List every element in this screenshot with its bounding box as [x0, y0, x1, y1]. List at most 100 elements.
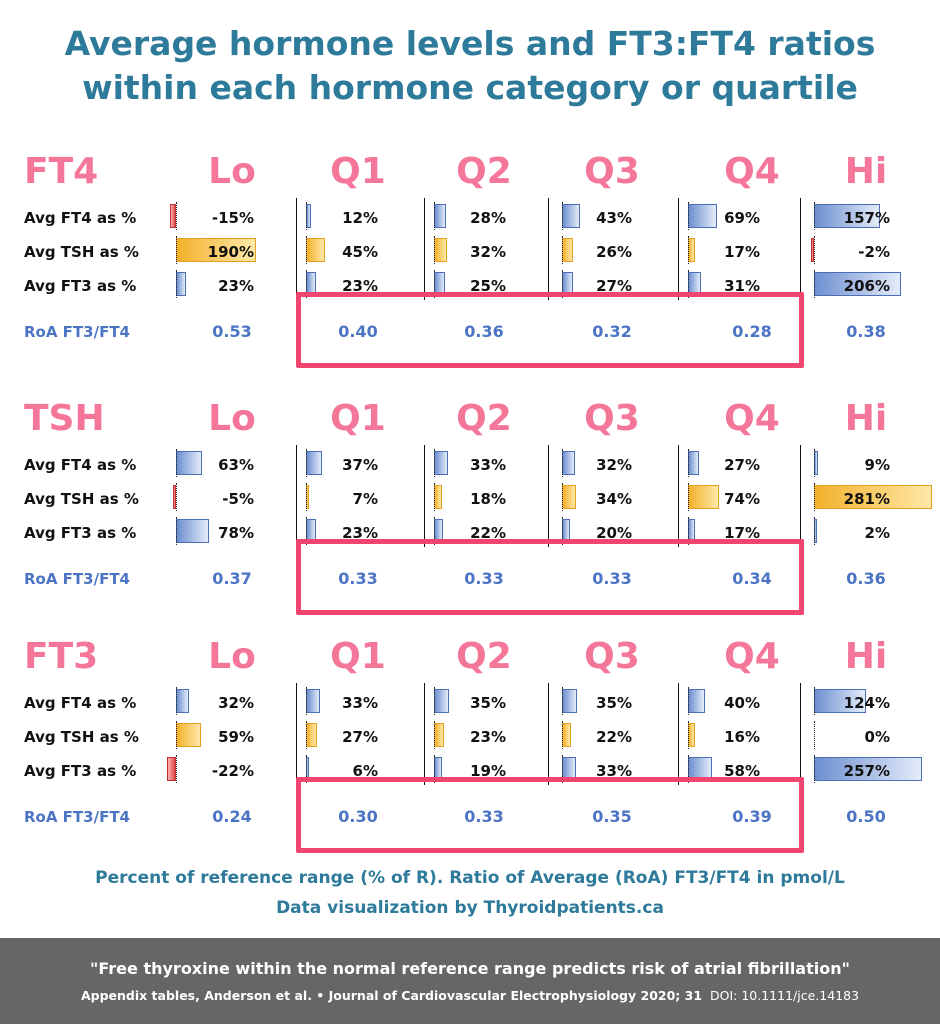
- zero-axis: [562, 755, 563, 783]
- roa-value-hi: 0.38: [846, 322, 886, 341]
- value-label-ft4-q2: 28%: [470, 209, 506, 227]
- zero-axis: [434, 270, 435, 298]
- value-label-ft3-lo: 78%: [218, 524, 254, 542]
- paper-title: "Free thyroxine within the normal refere…: [90, 959, 850, 978]
- column-separator: [548, 683, 549, 785]
- section-ft3: FT3 Lo Q1 Q2 Q3 Q4 Hi Avg FT4 as % 32% 33% 35% 35% 4…: [0, 635, 940, 855]
- zero-axis: [688, 687, 689, 715]
- value-label-ft3-q1: 6%: [352, 762, 378, 780]
- value-label-ft3-q2: 25%: [470, 277, 506, 295]
- row-label-ft3: Avg FT3 as %: [24, 277, 137, 295]
- bar-tsh-q4: [688, 238, 696, 262]
- zero-axis: [176, 483, 177, 511]
- column-separator: [296, 198, 297, 300]
- zero-axis: [688, 236, 689, 264]
- value-label-ft3-hi: 257%: [843, 762, 890, 780]
- value-label-ft3-lo: -22%: [211, 762, 254, 780]
- value-label-ft3-q1: 23%: [342, 524, 378, 542]
- value-label-tsh-q3: 34%: [596, 490, 632, 508]
- row-label-roa: RoA FT3/FT4: [24, 808, 130, 826]
- zero-axis: [814, 483, 815, 511]
- zero-axis: [688, 449, 689, 477]
- bar-ft4-lo: [176, 451, 203, 475]
- column-header-q2: Q2: [456, 636, 512, 677]
- bar-tsh-lo: [173, 485, 176, 509]
- bar-ft3-hi: [814, 272, 901, 296]
- roa-value-lo: 0.24: [212, 807, 252, 826]
- column-header-q3: Q3: [584, 636, 640, 677]
- citation-doi: DOI: 10.1111/jce.14183: [710, 988, 860, 1003]
- value-label-tsh-q2: 23%: [470, 728, 506, 746]
- value-label-ft3-hi: 206%: [843, 277, 890, 295]
- zero-axis: [434, 202, 435, 230]
- zero-axis: [306, 202, 307, 230]
- column-separator: [678, 445, 679, 547]
- zero-axis: [306, 755, 307, 783]
- bar-tsh-q2: [434, 485, 442, 509]
- row-label-roa: RoA FT3/FT4: [24, 323, 130, 341]
- bar-tsh-hi: [811, 238, 814, 262]
- value-label-tsh-q1: 27%: [342, 728, 378, 746]
- zero-axis: [176, 449, 177, 477]
- zero-axis: [814, 236, 815, 264]
- value-label-ft4-q1: 33%: [342, 694, 378, 712]
- section-tsh: TSH Lo Q1 Q2 Q3 Q4 Hi Avg FT4 as % 63% 37% 33% 32% 2…: [0, 397, 940, 617]
- column-header-q2: Q2: [456, 151, 512, 192]
- zero-axis: [688, 721, 689, 749]
- value-label-tsh-lo: -5%: [222, 490, 254, 508]
- zero-axis: [562, 270, 563, 298]
- value-label-tsh-q4: 17%: [724, 243, 760, 261]
- bar-tsh-q3: [562, 723, 572, 747]
- category-title: TSH: [24, 398, 105, 439]
- zero-axis: [176, 236, 177, 264]
- value-label-ft3-q4: 31%: [724, 277, 760, 295]
- value-label-ft4-q1: 37%: [342, 456, 378, 474]
- zero-axis: [434, 236, 435, 264]
- roa-value-q3: 0.35: [592, 807, 632, 826]
- bar-tsh-q2: [434, 723, 444, 747]
- value-label-tsh-q4: 16%: [724, 728, 760, 746]
- value-label-tsh-hi: -2%: [858, 243, 890, 261]
- roa-value-q2: 0.33: [464, 569, 504, 588]
- zero-axis: [176, 721, 177, 749]
- quartile-highlight-box: [296, 292, 804, 368]
- zero-axis: [562, 483, 563, 511]
- zero-axis: [688, 755, 689, 783]
- value-label-tsh-q3: 22%: [596, 728, 632, 746]
- bar-tsh-lo: [176, 238, 256, 262]
- roa-value-lo: 0.53: [212, 322, 252, 341]
- row-label-ft3: Avg FT3 as %: [24, 524, 137, 542]
- row-label-tsh: Avg TSH as %: [24, 490, 139, 508]
- bar-ft4-lo: [169, 204, 176, 228]
- value-label-ft4-q4: 69%: [724, 209, 760, 227]
- value-label-ft3-q4: 58%: [724, 762, 760, 780]
- column-header-lo: Lo: [208, 151, 256, 192]
- value-label-tsh-q3: 26%: [596, 243, 632, 261]
- zero-axis: [814, 755, 815, 783]
- value-label-tsh-hi: 281%: [843, 490, 890, 508]
- value-label-ft4-hi: 9%: [864, 456, 890, 474]
- chart-title-line2: within each hormone category or quartile: [82, 68, 858, 107]
- roa-value-q2: 0.36: [464, 322, 504, 341]
- zero-axis: [306, 721, 307, 749]
- value-label-tsh-q2: 32%: [470, 243, 506, 261]
- value-label-ft3-lo: 23%: [218, 277, 254, 295]
- bar-ft4-hi: [814, 689, 867, 713]
- roa-value-hi: 0.50: [846, 807, 886, 826]
- row-label-ft4: Avg FT4 as %: [24, 456, 137, 474]
- value-label-tsh-lo: 190%: [207, 243, 254, 261]
- value-label-ft3-q4: 17%: [724, 524, 760, 542]
- column-header-lo: Lo: [208, 636, 256, 677]
- roa-value-q1: 0.40: [338, 322, 378, 341]
- bar-ft4-lo: [176, 689, 190, 713]
- column-header-q4: Q4: [724, 398, 780, 439]
- column-separator: [678, 198, 679, 300]
- value-label-ft4-lo: -15%: [211, 209, 254, 227]
- zero-axis: [434, 721, 435, 749]
- value-label-ft4-q4: 40%: [724, 694, 760, 712]
- value-label-ft4-hi: 157%: [843, 209, 890, 227]
- column-separator: [548, 445, 549, 547]
- zero-axis: [176, 687, 177, 715]
- bar-ft4-q4: [688, 451, 700, 475]
- value-label-tsh-q1: 7%: [352, 490, 378, 508]
